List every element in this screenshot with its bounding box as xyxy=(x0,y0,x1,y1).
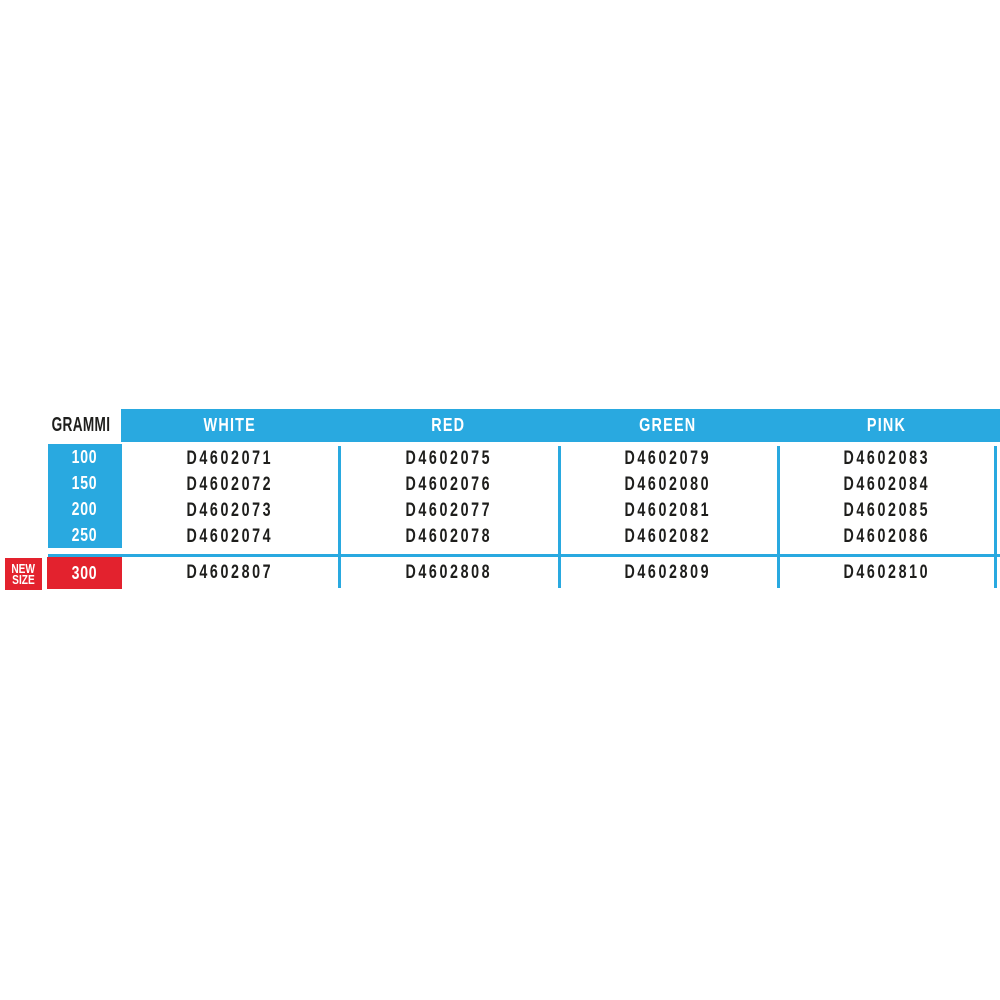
code-cell: D4602808 xyxy=(340,557,557,589)
code-text: D4602082 xyxy=(624,526,712,547)
code-text: D4602808 xyxy=(405,562,492,583)
weight-cell-150-text: 150 xyxy=(72,472,98,493)
code-text: D4602072 xyxy=(186,474,274,495)
code-cell: D4602082 xyxy=(559,524,777,550)
code-column-green-300: D4602809 xyxy=(559,557,777,589)
code-text: D4602085 xyxy=(843,500,930,521)
code-text: D4602810 xyxy=(843,562,930,583)
code-cell: D4602073 xyxy=(122,498,338,524)
code-cell: D4602071 xyxy=(122,446,338,472)
code-cell: D4602083 xyxy=(779,446,994,472)
code-cell: D4602807 xyxy=(122,557,338,589)
code-text: D4602078 xyxy=(405,526,492,547)
code-cell: D4602081 xyxy=(559,498,777,524)
column-header-red: RED xyxy=(340,409,557,442)
column-header-green: GREEN xyxy=(559,409,777,442)
code-text: D4602809 xyxy=(624,562,712,583)
code-column-red-300: D4602808 xyxy=(340,557,557,589)
code-cell: D4602072 xyxy=(122,472,338,498)
weight-cell-150: 150 xyxy=(48,470,122,496)
column-divider xyxy=(558,446,561,588)
code-column-pink: D4602083 D4602084 D4602085 D4602086 xyxy=(779,446,994,550)
code-cell: D4602078 xyxy=(340,524,557,550)
weight-cell-100: 100 xyxy=(48,444,122,470)
column-header-pink-text: PINK xyxy=(866,415,907,435)
column-header-green-text: GREEN xyxy=(639,415,697,435)
column-header-white: WHITE xyxy=(122,409,338,442)
code-text: D4602079 xyxy=(624,448,712,469)
grammi-column-label-text: GRAMMI xyxy=(51,414,110,436)
new-size-badge-line1: NEW xyxy=(11,561,36,576)
weight-cell-300-text: 300 xyxy=(71,562,98,583)
code-text: D4602073 xyxy=(186,500,274,521)
column-divider xyxy=(777,446,780,588)
code-text: D4602071 xyxy=(186,448,274,469)
code-cell: D4602074 xyxy=(122,524,338,550)
column-header-pink: PINK xyxy=(779,409,994,442)
code-text: D4602086 xyxy=(843,526,930,547)
code-column-red: D4602075 D4602076 D4602077 D4602078 xyxy=(340,446,557,550)
code-cell: D4602809 xyxy=(559,557,777,589)
code-text: D4602083 xyxy=(843,448,930,469)
code-text: D4602084 xyxy=(843,474,930,495)
new-size-badge: NEW SIZE xyxy=(5,558,42,590)
new-size-row-divider xyxy=(48,554,1000,557)
code-cell: D4602076 xyxy=(340,472,557,498)
code-text: D4602074 xyxy=(186,526,274,547)
code-text: D4602080 xyxy=(624,474,712,495)
code-cell: D4602080 xyxy=(559,472,777,498)
code-cell: D4602075 xyxy=(340,446,557,472)
weight-cell-200-text: 200 xyxy=(72,498,98,519)
column-header-white-text: WHITE xyxy=(203,415,257,435)
code-text: D4602077 xyxy=(405,500,492,521)
weight-cell-250: 250 xyxy=(48,522,122,548)
code-text: D4602081 xyxy=(624,500,712,521)
code-column-green: D4602079 D4602080 D4602081 D4602082 xyxy=(559,446,777,550)
column-header-red-text: RED xyxy=(431,415,466,435)
weight-cell-250-text: 250 xyxy=(72,524,98,545)
code-cell: D4602810 xyxy=(779,557,994,589)
code-column-white-300: D4602807 xyxy=(122,557,338,589)
code-text: D4602076 xyxy=(405,474,492,495)
weight-column-block: 100 150 200 250 xyxy=(48,444,122,548)
code-cell: D4602077 xyxy=(340,498,557,524)
code-text: D4602075 xyxy=(405,448,492,469)
table-header-band xyxy=(121,409,1000,442)
column-divider xyxy=(994,446,997,588)
code-cell: D4602084 xyxy=(779,472,994,498)
weight-cell-300: 300 xyxy=(47,557,122,589)
code-cell: D4602085 xyxy=(779,498,994,524)
weight-cell-100-text: 100 xyxy=(72,446,98,467)
code-column-pink-300: D4602810 xyxy=(779,557,994,589)
code-column-white: D4602071 D4602072 D4602073 D4602074 xyxy=(122,446,338,550)
code-cell: D4602079 xyxy=(559,446,777,472)
grammi-column-label: GRAMMI xyxy=(0,409,110,442)
new-size-badge-line2: SIZE xyxy=(12,572,35,587)
weight-cell-200: 200 xyxy=(48,496,122,522)
column-divider xyxy=(338,446,341,588)
code-text: D4602807 xyxy=(186,562,274,583)
code-cell: D4602086 xyxy=(779,524,994,550)
